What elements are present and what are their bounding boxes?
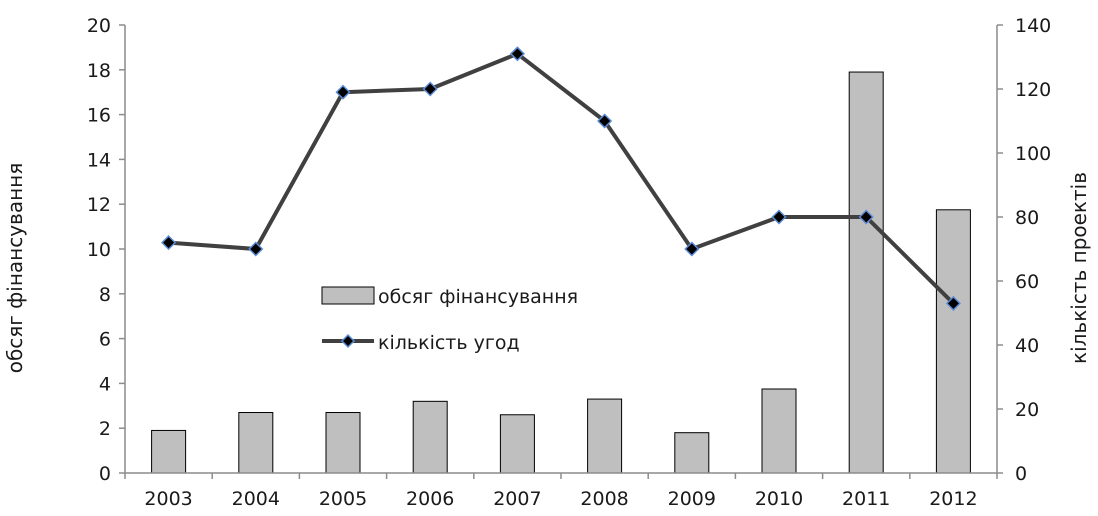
bar-2012 — [935, 209, 971, 474]
x-tick-label: 2011 — [842, 488, 890, 510]
y-tick-label-left: 8 — [99, 284, 111, 306]
bar-2009 — [674, 432, 710, 474]
bar-2008 — [587, 398, 623, 474]
x-tick-label: 2006 — [406, 488, 454, 510]
x-tick-label: 2003 — [144, 488, 192, 510]
point-2009 — [684, 241, 700, 257]
bar-2011 — [848, 71, 884, 474]
axes — [119, 24, 1003, 479]
x-tick-label: 2012 — [929, 488, 977, 510]
point-2012 — [945, 295, 961, 311]
bar-2005 — [325, 412, 361, 474]
y-axis-title-right: кількість проектів — [1067, 172, 1091, 364]
x-tick-label: 2010 — [755, 488, 803, 510]
line-kilkist-ugod — [168, 51, 955, 305]
legend: обсяг фінансування кількість угод — [321, 286, 578, 354]
x-tick-label: 2007 — [493, 488, 541, 510]
x-tick-label: 2005 — [319, 488, 367, 510]
point-2003 — [161, 235, 177, 251]
y-tick-label-left: 2 — [99, 418, 111, 440]
point-2008 — [597, 113, 613, 129]
y-tick-label-left: 10 — [87, 239, 111, 261]
y-axis-title-left: обсяг фінансування — [3, 163, 27, 374]
y-tick-label-right: 140 — [1015, 15, 1051, 37]
bar-series — [151, 71, 971, 474]
y-tick-label-left: 20 — [87, 15, 111, 37]
point-2004 — [248, 241, 264, 257]
legend-label-line: кількість угод — [378, 332, 520, 354]
point-2006 — [422, 81, 438, 97]
y-tick-label-left: 0 — [99, 463, 111, 485]
y-tick-label-left: 4 — [99, 373, 111, 395]
legend-bar-swatch — [321, 286, 375, 305]
x-tick-label: 2004 — [232, 488, 280, 510]
x-tick-label: 2008 — [580, 488, 628, 510]
y-tick-label-left: 12 — [87, 194, 111, 216]
point-2010 — [771, 209, 787, 225]
y-tick-label-left: 6 — [99, 329, 111, 351]
point-2007 — [509, 46, 525, 62]
bar-2006 — [412, 400, 448, 474]
y-tick-label-right: 100 — [1015, 143, 1051, 165]
point-2005 — [335, 84, 351, 100]
x-tick-label: 2009 — [668, 488, 716, 510]
y-tick-label-left: 18 — [87, 60, 111, 82]
y-tick-label-right: 40 — [1015, 335, 1039, 357]
y-tick-label-right: 60 — [1015, 271, 1039, 293]
bar-2004 — [238, 412, 274, 474]
y-tick-label-right: 20 — [1015, 399, 1039, 421]
bar-2007 — [499, 414, 535, 474]
y-tick-label-left: 14 — [87, 149, 111, 171]
legend-label-bars: обсяг фінансування — [378, 286, 578, 308]
tick-labels: 0 2 4 6 8 10 12 14 16 18 20 0 20 40 60 80 100 120 140 2003 2… — [87, 15, 1051, 510]
line-series — [161, 46, 961, 311]
y-tick-label-right: 0 — [1015, 463, 1027, 485]
bar-2003 — [151, 429, 187, 474]
point-2011 — [858, 209, 874, 225]
bar-2010 — [761, 388, 797, 474]
y-tick-label-right: 120 — [1015, 79, 1051, 101]
legend-line-marker — [340, 333, 356, 349]
y-tick-label-left: 16 — [87, 105, 111, 127]
y-tick-label-right: 80 — [1015, 207, 1039, 229]
